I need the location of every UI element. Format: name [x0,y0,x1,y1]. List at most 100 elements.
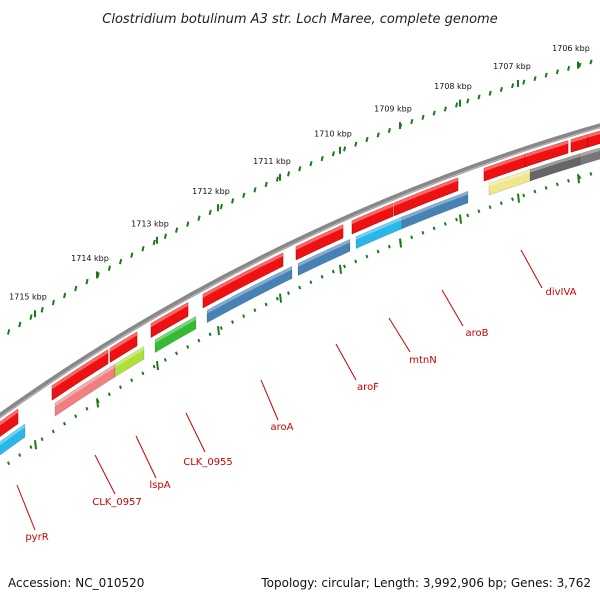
reverse-strand [0,147,600,456]
inner-dot [242,314,246,318]
ruler-label: 1708 kbp [434,82,472,91]
inner-dot [63,421,66,426]
forward-gene-highlight [203,252,283,298]
ruler-dot [18,321,22,328]
inner-dot [51,429,55,434]
inner-major-tick [339,264,342,274]
inner-dot [197,338,201,343]
gene-leader-line [16,484,36,531]
ruler-dot [298,166,302,172]
inner-dot [455,217,458,222]
ruler-label: 1712 kbp [192,187,230,196]
inner-dot [499,201,503,205]
inner-dot [354,259,358,264]
ruler-dot [555,69,559,75]
ruler-dot [275,176,279,182]
ruler-dot [421,114,425,120]
reverse-gene-highlight [155,316,196,344]
ruler-label: 1706 kbp [552,44,590,53]
inner-dot [544,186,548,190]
inner-major-tick [96,398,99,408]
ruler-dot [376,132,380,138]
ruler-dot [533,76,537,82]
inner-dot [466,213,470,218]
ruler-dot [74,285,78,292]
reverse-gene-highlight [402,191,468,221]
ruler-dot [365,136,369,143]
inner-dot [275,296,279,301]
ruler-dot [343,146,347,152]
gene-label: lspA [149,480,170,491]
ruler-dot [455,102,459,108]
inner-dot [231,320,234,324]
reverse-gene [297,238,351,276]
forward-gene-highlight [52,349,108,390]
inner-dot [365,254,369,259]
reverse-gene [579,147,600,166]
reverse-gene-highlight [298,239,350,267]
reverse-gene [114,345,145,378]
forward-gene-highlight [0,409,18,426]
reverse-gene-highlight [489,168,532,187]
ruler-dot [40,306,44,313]
ruler-label: 1711 kbp [253,157,291,166]
inner-dot [522,193,526,198]
ruler-dot [589,59,593,65]
ruler-label: 1715 kbp [9,293,47,302]
inner-major-tick [399,238,402,248]
forward-gene-highlight [296,224,343,250]
inner-dot [555,182,559,187]
forward-gene-highlight [588,131,600,138]
ruler-dot [466,98,470,104]
map-title: Clostridium botulinum A3 str. Loch Maree… [102,12,497,27]
inner-major-tick [459,214,462,224]
ruler-dot [242,192,246,198]
gene-leader-line [260,379,279,421]
ruler-dot [443,106,447,112]
forward-gene-highlight [571,134,588,143]
inner-dot [85,406,89,411]
reverse-gene [401,190,469,230]
reverse-gene-highlight [580,147,600,157]
forward-gene-highlight [484,153,528,172]
inner-dot [410,235,414,240]
ruler-dot [107,265,111,271]
forward-gene-highlight [394,177,458,207]
gene-label: mtnN [409,355,436,366]
ruler-dot [354,141,358,147]
inner-dot [29,445,33,449]
ruler-label: 1710 kbp [314,129,352,138]
inner-dot [343,264,346,269]
ruler-dot [119,258,123,265]
ruler-dot [387,127,391,133]
reverse-gene-highlight [207,266,292,314]
reverse-gene [154,315,197,354]
inner-dot [387,244,391,249]
ruler-dot [499,86,503,92]
inner-dot [40,437,44,441]
gene-label: aroF [357,382,379,393]
ruler-dot [141,246,145,252]
ruler-dot [511,83,515,89]
inner-dot [287,291,290,295]
inner-major-tick [217,326,220,336]
ruler-dot [29,314,33,320]
inner-dot [163,358,167,362]
inner-dot [477,209,481,214]
inner-dot [331,269,335,274]
accession-text: Accession: NC_010520 [8,576,144,590]
inner-dot [443,222,447,226]
inner-major-tick [517,193,520,203]
gene-label: CLK_0955 [183,457,233,468]
ruler-dot [253,187,257,193]
ruler-dot [410,119,414,125]
ruler-dot [522,79,526,85]
inner-dot [376,249,380,254]
inner-major-tick [34,440,37,450]
forward-gene-highlight [525,140,568,158]
inner-dot [7,461,10,465]
gene-leader-line [388,317,411,353]
inner-dot [107,392,111,397]
ruler-dot [152,239,156,246]
